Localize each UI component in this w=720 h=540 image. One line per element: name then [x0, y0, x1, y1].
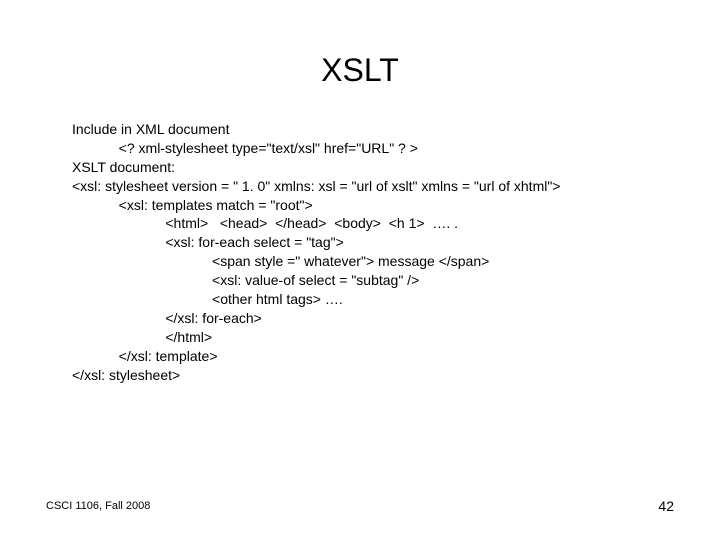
body-line: <xsl: for-each select = "tag">	[72, 233, 680, 252]
body-line: </html>	[72, 328, 680, 347]
body-line: <other html tags> ….	[72, 290, 680, 309]
body-line: </xsl: for-each>	[72, 309, 680, 328]
body-line: <? xml-stylesheet type="text/xsl" href="…	[72, 139, 680, 158]
body-line: <span style =" whatever"> message </span…	[72, 252, 680, 271]
slide-body: Include in XML document <? xml-styleshee…	[72, 120, 680, 384]
footer-page-number: 42	[658, 498, 674, 514]
body-line: </xsl: template>	[72, 347, 680, 366]
body-line: <xsl: stylesheet version = " 1. 0" xmlns…	[72, 177, 680, 196]
footer-course: CSCI 1106, Fall 2008	[46, 500, 150, 512]
body-line: <xsl: value-of select = "subtag" />	[72, 271, 680, 290]
slide-title: XSLT	[0, 52, 720, 89]
body-line: <xsl: templates match = "root">	[72, 196, 680, 215]
slide: XSLT Include in XML document <? xml-styl…	[0, 0, 720, 540]
body-line: <html> <head> </head> <body> <h 1> …. .	[72, 214, 680, 233]
body-line: Include in XML document	[72, 120, 680, 139]
body-line: </xsl: stylesheet>	[72, 366, 680, 385]
body-line: XSLT document:	[72, 158, 680, 177]
